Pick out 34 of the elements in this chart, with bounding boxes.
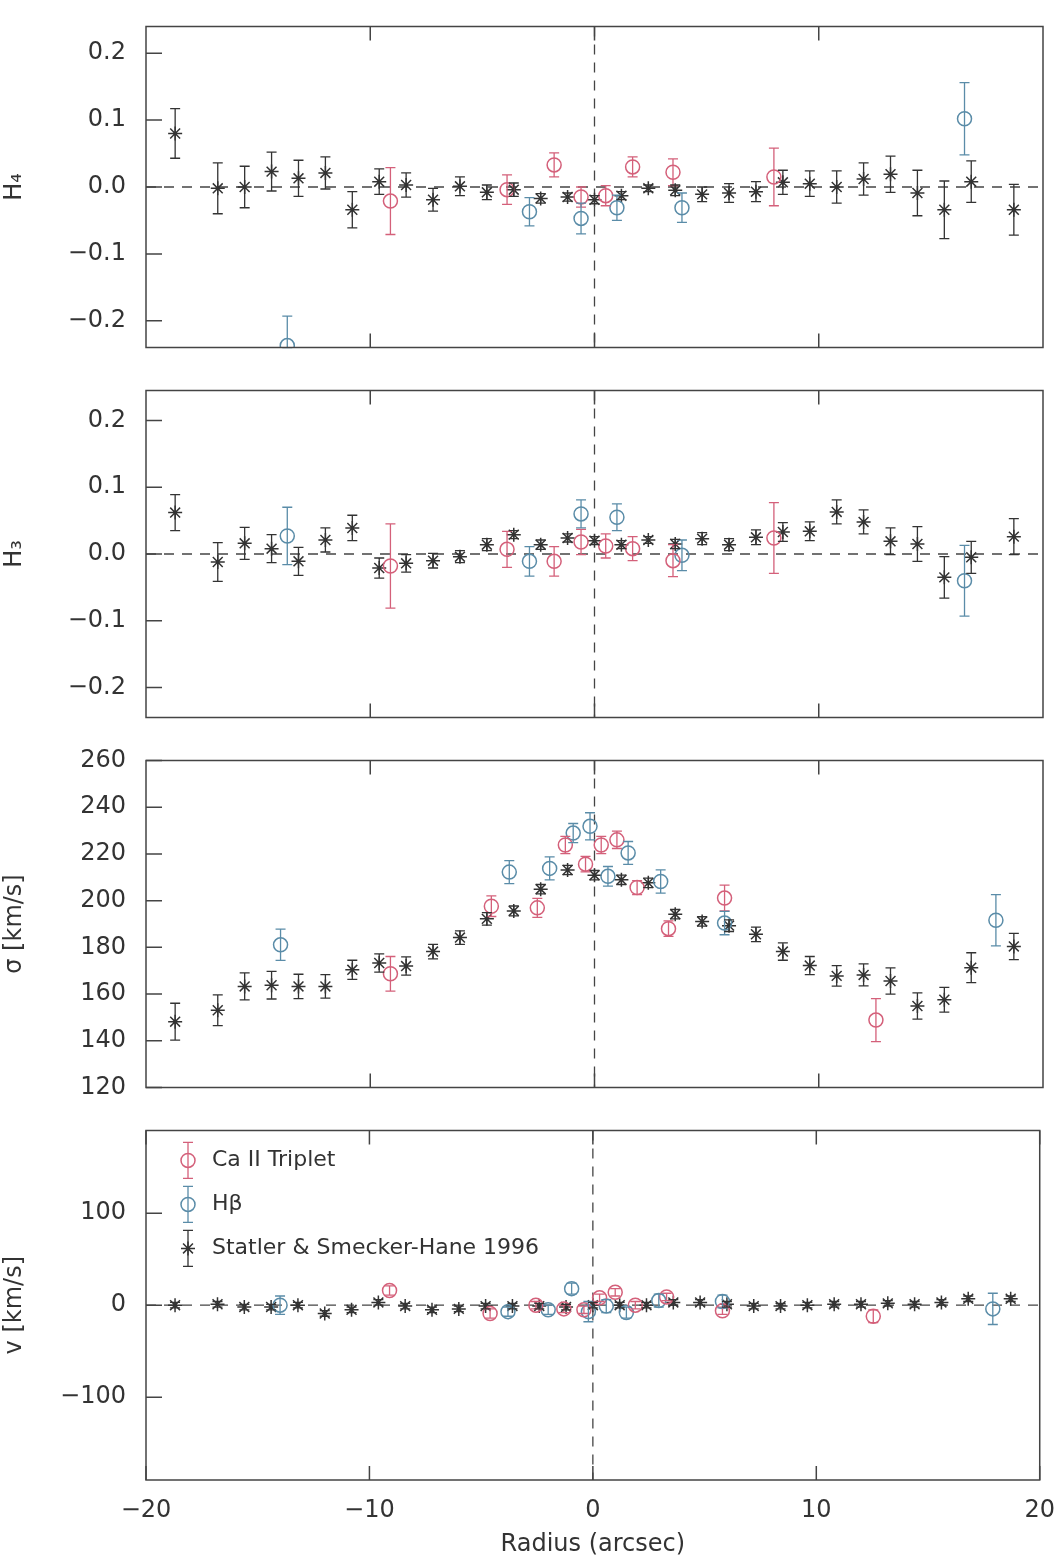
y-tick-label: 0.0 [87,171,126,200]
y-tick-label: −100 [60,1381,126,1410]
x-tick-label: −20 [120,1494,172,1523]
y-axis-title: H₃ [0,540,27,568]
x-axis-title: Radius (arcsec) [500,1528,686,1557]
x-tick-label: 0 [585,1494,601,1523]
y-tick-label: 0.1 [87,104,126,133]
x-tick-label: 20 [1024,1494,1055,1523]
legend-label: Ca II Triplet [212,1146,336,1172]
y-tick-label: 260 [80,744,126,773]
y-tick-label: 140 [80,1025,126,1054]
y-axis-title: v [km/s] [0,1255,27,1355]
y-axis-title: σ [km/s] [0,874,27,974]
y-tick-label: 0.2 [87,404,126,433]
y-tick-label: 160 [80,978,126,1007]
y-tick-label: 120 [80,1071,126,1100]
y-tick-label: −0.1 [67,238,126,267]
y-tick-label: 0.1 [87,471,126,500]
x-tick-label: −10 [344,1494,395,1523]
y-tick-label: 200 [80,884,126,913]
y-tick-label: −0.2 [67,305,126,334]
y-tick-label: 100 [80,1197,126,1226]
x-tick-label: 10 [801,1494,832,1523]
y-tick-label: −0.2 [67,671,126,700]
y-tick-label: 0.2 [87,37,126,66]
legend-label: Hβ [212,1190,243,1216]
y-tick-label: 240 [80,791,126,820]
y-tick-label: 180 [80,931,126,960]
y-axis-title: H₄ [0,173,27,201]
y-tick-label: 0.0 [87,538,126,567]
y-tick-label: −0.1 [67,605,126,634]
y-tick-label: 220 [80,838,126,867]
legend-label: Statler & Smecker-Hane 1996 [212,1234,540,1260]
y-tick-label: 0 [110,1289,126,1318]
